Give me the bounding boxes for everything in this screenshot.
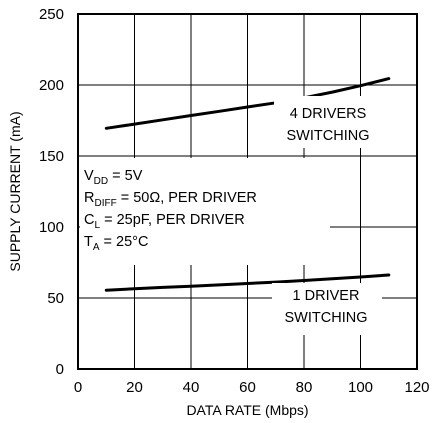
x-tick-label: 20 xyxy=(126,379,143,396)
y-tick-label: 0 xyxy=(56,361,64,378)
series-label-1-line1: 4 DRIVERS xyxy=(290,106,367,122)
x-tick-label: 0 xyxy=(74,379,82,396)
x-tick-label: 60 xyxy=(239,379,256,396)
tick-labels: 0 20 40 60 80 100 120 0 50 100 150 200 250 xyxy=(39,6,430,396)
series-line-2 xyxy=(104,273,391,292)
series-label-2-line1: 1 DRIVER xyxy=(293,288,360,304)
condition-line-1: VDD = 5V xyxy=(84,168,143,187)
conditions-backdrop xyxy=(80,158,330,265)
series-label-1-line2: SWITCHING xyxy=(287,128,370,144)
y-tick-label: 50 xyxy=(47,290,64,307)
x-tick-label: 100 xyxy=(348,379,373,396)
condition-line-2: RDIFF = 50Ω, PER DRIVER xyxy=(84,190,257,209)
y-axis-label: SUPPLY CURRENT (mA) xyxy=(7,111,23,271)
label-backdrop-4-drivers xyxy=(274,96,384,148)
labels: 4 DRIVERS SWITCHING 1 DRIVER SWITCHING VDD =… xyxy=(80,96,384,335)
x-tick-label: 120 xyxy=(404,379,429,396)
y-tick-label: 100 xyxy=(39,219,64,236)
curves xyxy=(104,77,391,292)
series-line-1 xyxy=(104,77,391,130)
x-tick-label: 40 xyxy=(183,379,200,396)
y-tick-label: 150 xyxy=(39,148,64,165)
y-tick-label: 200 xyxy=(39,77,64,94)
x-axis-label: DATA RATE (Mbps) xyxy=(186,402,308,418)
label-backdrop-1-driver xyxy=(272,283,382,335)
x-tick-label: 80 xyxy=(296,379,313,396)
series-label-2-line2: SWITCHING xyxy=(285,310,368,326)
condition-line-4: TA = 25°C xyxy=(84,234,148,253)
plot-frame xyxy=(77,13,418,370)
y-tick-label: 250 xyxy=(39,6,64,23)
condition-line-3: CL = 25pF, PER DRIVER xyxy=(84,212,245,231)
